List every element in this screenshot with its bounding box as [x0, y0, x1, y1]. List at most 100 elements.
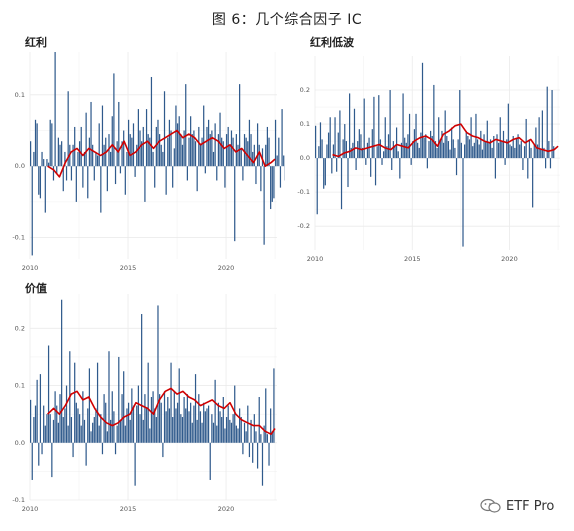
ic-bar [52, 419, 55, 443]
ic-bar [110, 419, 112, 443]
ic-bar [235, 134, 237, 167]
ic-bar [75, 402, 77, 443]
ic-bar [517, 134, 519, 159]
ic-bar [170, 362, 172, 443]
ic-bar [39, 166, 42, 199]
ic-bar [163, 91, 166, 167]
ic-bar [391, 158, 393, 171]
ic-bar [551, 90, 553, 159]
ic-bar [188, 137, 190, 167]
ic-bar [279, 166, 282, 188]
ic-bar [93, 417, 95, 443]
ic-bar [136, 144, 138, 167]
ic-bar [225, 417, 228, 443]
ic-bar [400, 142, 403, 159]
ic-bar [47, 345, 50, 443]
ic-bar [230, 130, 233, 167]
ic-bar [54, 52, 56, 167]
ic-bar [408, 113, 411, 159]
ic-bar [129, 419, 131, 443]
ic-bar [70, 166, 73, 181]
ic-bar [194, 141, 197, 167]
ic-bar [183, 130, 185, 167]
ic-bar [92, 144, 94, 167]
ic-bar [188, 411, 190, 443]
ic-bar [256, 442, 259, 469]
ic-bar [152, 391, 154, 443]
ic-bar [193, 405, 195, 443]
ic-bar [514, 147, 516, 159]
ic-bar [389, 90, 391, 159]
ic-bar [145, 408, 148, 443]
ic-bar [30, 141, 32, 167]
ic-bar [127, 119, 130, 167]
ic-bar [51, 442, 53, 478]
ic-bar [49, 414, 51, 443]
ic-bar [525, 118, 527, 159]
ic-bar [57, 422, 59, 443]
ic-moving-average-line [47, 129, 276, 178]
ic-bar [123, 371, 125, 443]
ic-bar [441, 130, 443, 159]
ic-bar [147, 134, 149, 167]
ic-bar [430, 130, 432, 159]
ic-bar [327, 132, 330, 159]
ic-bar [334, 117, 336, 159]
ic-bar [486, 120, 488, 159]
ic-bar [101, 442, 104, 455]
x-tick-label: 2020 [501, 255, 518, 263]
ic-bar [444, 110, 446, 159]
ic-bar [329, 117, 331, 159]
ic-bar [134, 442, 136, 486]
ic-bar [540, 149, 542, 159]
ic-bar [258, 144, 260, 167]
ic-bar [96, 362, 99, 443]
ic-bar [162, 151, 164, 167]
ic-bar [353, 108, 356, 159]
ic-bar [82, 391, 84, 443]
ic-bar [67, 425, 69, 443]
ic-bar [78, 141, 81, 167]
ic-bar [185, 408, 187, 443]
ic-bar [56, 166, 58, 174]
ic-bar [36, 123, 38, 167]
ic-bar [212, 151, 215, 167]
ic-bar [232, 137, 234, 167]
x-tick-label: 2015 [404, 255, 421, 263]
ic-bar [442, 142, 445, 159]
ic-bar [412, 141, 414, 159]
ic-bar [111, 391, 113, 443]
ic-bar [149, 137, 151, 167]
ic-bar [252, 442, 254, 463]
ic-bar [203, 105, 205, 167]
ic-bar [142, 126, 144, 167]
ic-bar [278, 137, 280, 167]
ic-bar [149, 428, 151, 443]
ic-bar [100, 414, 102, 443]
ic-bar [139, 414, 141, 443]
ic-bar [421, 62, 424, 159]
ic-bar [43, 405, 45, 443]
ic-bar [59, 144, 61, 167]
ic-bar [413, 129, 416, 159]
ic-bar [491, 147, 493, 159]
ic-bar [56, 405, 58, 443]
ic-bar [270, 408, 272, 443]
ic-bar [263, 425, 265, 443]
ic-bar [475, 113, 477, 159]
ic-bar [52, 166, 55, 181]
ic-bar [485, 141, 487, 159]
ic-bar [546, 86, 548, 159]
y-tick-label: 0.1 [15, 382, 25, 390]
ic-bar [101, 105, 104, 167]
ic-bar [365, 158, 367, 165]
ic-bar [36, 379, 38, 443]
ic-bar [204, 166, 206, 174]
ic-bar [494, 158, 497, 179]
ic-bar [520, 141, 522, 159]
ic-bar [61, 141, 63, 167]
ic-bar [47, 162, 50, 167]
ic-bar [357, 141, 359, 159]
ic-bar [207, 119, 210, 167]
ic-bar [439, 139, 441, 159]
